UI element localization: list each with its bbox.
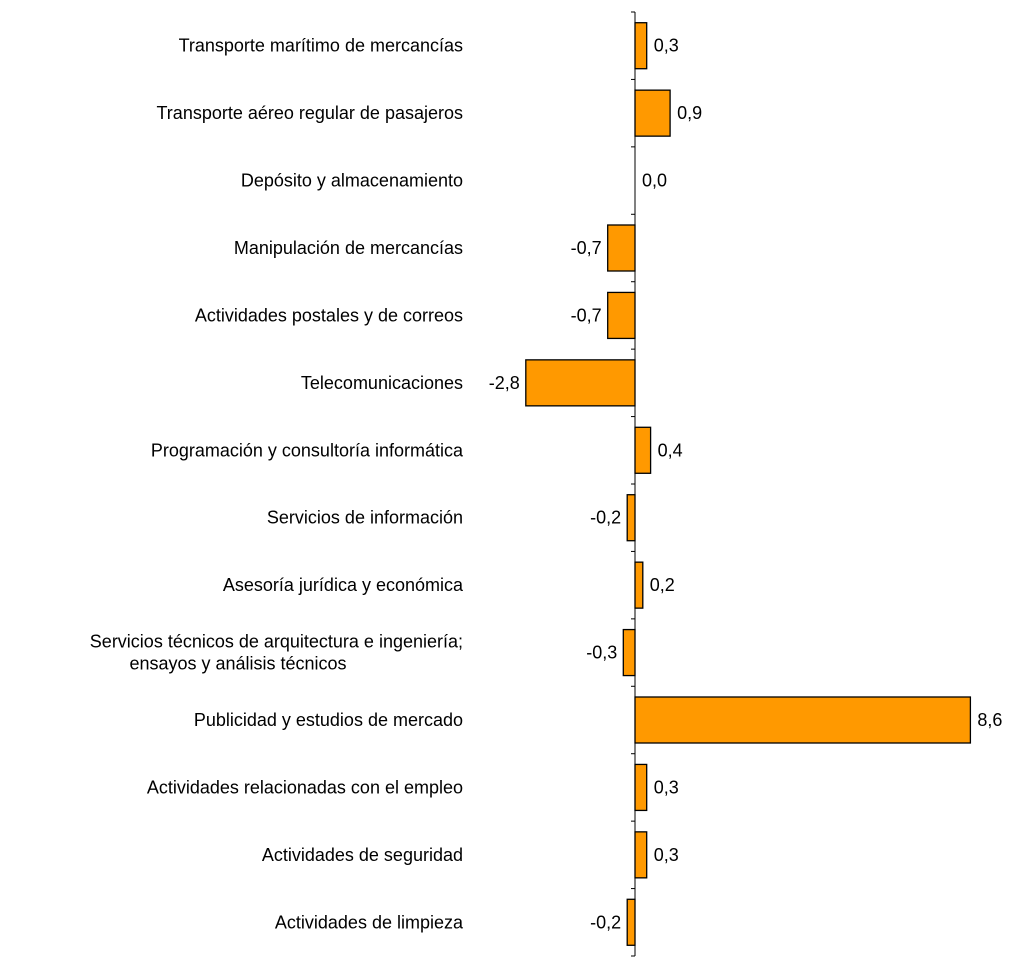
data-label: -0,2 xyxy=(590,508,621,528)
category-label: ensayos y análisis técnicos xyxy=(129,654,346,674)
category-label: Servicios de información xyxy=(267,508,463,528)
data-label: 0,3 xyxy=(654,777,679,797)
bar xyxy=(634,561,644,609)
category-label: Actividades de seguridad xyxy=(262,845,463,865)
data-label: 0,2 xyxy=(650,575,675,595)
category-label: Asesoría jurídica y económica xyxy=(223,575,464,595)
category-label: Actividades postales y de correos xyxy=(195,305,463,325)
category-labels: Transporte marítimo de mercancías Transpo… xyxy=(90,36,464,933)
category-label: Publicidad y estudios de mercado xyxy=(194,710,463,730)
bar xyxy=(607,291,636,340)
category-label: Transporte aéreo regular de pasajeros xyxy=(156,103,463,123)
bar xyxy=(634,696,972,744)
category-label: Telecomunicaciones xyxy=(301,373,463,393)
bars-layer xyxy=(525,22,972,946)
bar xyxy=(607,224,636,272)
data-label: 8,6 xyxy=(977,710,1002,730)
bar xyxy=(626,494,636,542)
data-label: -2,8 xyxy=(489,373,520,393)
category-label: Servicios técnicos de arquitectura e ing… xyxy=(90,632,463,652)
data-label: -0,2 xyxy=(590,912,621,932)
category-label: Depósito y almacenamiento xyxy=(241,171,463,191)
bar xyxy=(634,831,648,879)
category-label: Actividades de limpieza xyxy=(275,912,464,932)
data-label: -0,3 xyxy=(586,643,617,663)
data-label: -0,7 xyxy=(571,238,602,258)
category-label: Manipulación de mercancías xyxy=(234,238,463,258)
bar xyxy=(634,426,652,474)
category-label: Actividades relacionadas con el empleo xyxy=(147,777,463,797)
bar xyxy=(626,898,636,946)
value-axis xyxy=(631,11,636,957)
bar xyxy=(525,359,636,407)
bar xyxy=(634,89,671,137)
data-label: 0,0 xyxy=(642,171,667,191)
value-labels: 0,3 0,9 0,0 -0,7 -0,7 -2,8 0,4 -0,2 0,2 -0,3 8,6 0,… xyxy=(489,36,1003,933)
category-label: Transporte marítimo de mercancías xyxy=(179,36,463,56)
category-label: Programación y consultoría informática xyxy=(151,440,464,460)
bar xyxy=(634,763,648,812)
bar xyxy=(634,22,648,70)
data-label: 0,3 xyxy=(654,845,679,865)
data-label: 0,9 xyxy=(677,103,702,123)
bar xyxy=(622,628,636,677)
data-label: 0,3 xyxy=(654,36,679,56)
data-label: 0,4 xyxy=(658,440,683,460)
data-label: -0,7 xyxy=(571,305,602,325)
